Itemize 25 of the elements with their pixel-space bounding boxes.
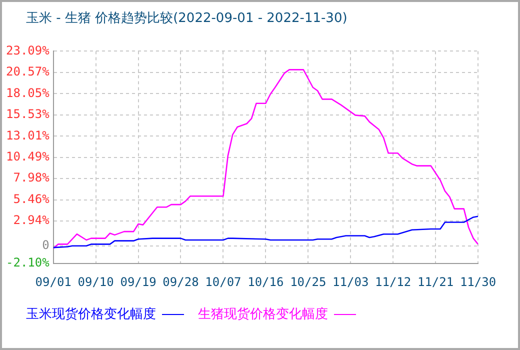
x-tick-label: 09/01	[35, 274, 72, 289]
x-tick-label: 11/03	[332, 274, 369, 289]
x-tick-label: 10/25	[290, 274, 326, 289]
y-tick-label: 20.57%	[6, 64, 50, 79]
legend-label: 生猪现货价格变化幅度	[198, 306, 328, 323]
y-tick-label: 2.94%	[13, 213, 50, 228]
y-tick-label: 13.01%	[6, 128, 50, 142]
y-tick-label: 7.98%	[13, 170, 50, 185]
legend-label: 玉米现货价格变化幅度	[26, 306, 156, 323]
x-tick-label: 11/21	[417, 274, 454, 289]
y-tick-label: 0	[42, 238, 50, 252]
y-tick-label: 23.09%	[6, 43, 50, 58]
y-tick-label: 10.49%	[6, 150, 50, 164]
y-tick-label: -2.10%	[6, 256, 50, 270]
x-tick-label: 10/16	[248, 274, 284, 289]
x-tick-label: 11/12	[375, 274, 412, 289]
x-tick-label: 09/19	[120, 274, 156, 289]
x-tick-label: 09/10	[78, 274, 114, 289]
chart-title: 玉米 - 生猪 价格趋势比较(2022-09-01 - 2022-11-30)	[26, 10, 348, 27]
x-tick-label: 11/30	[460, 274, 496, 289]
y-tick-label: 18.05%	[6, 86, 50, 100]
x-tick-label: 10/07	[205, 274, 242, 289]
y-tick-label: 15.53%	[6, 107, 50, 122]
y-tick-label: 5.46%	[13, 192, 50, 206]
x-tick-label: 09/28	[162, 274, 199, 289]
